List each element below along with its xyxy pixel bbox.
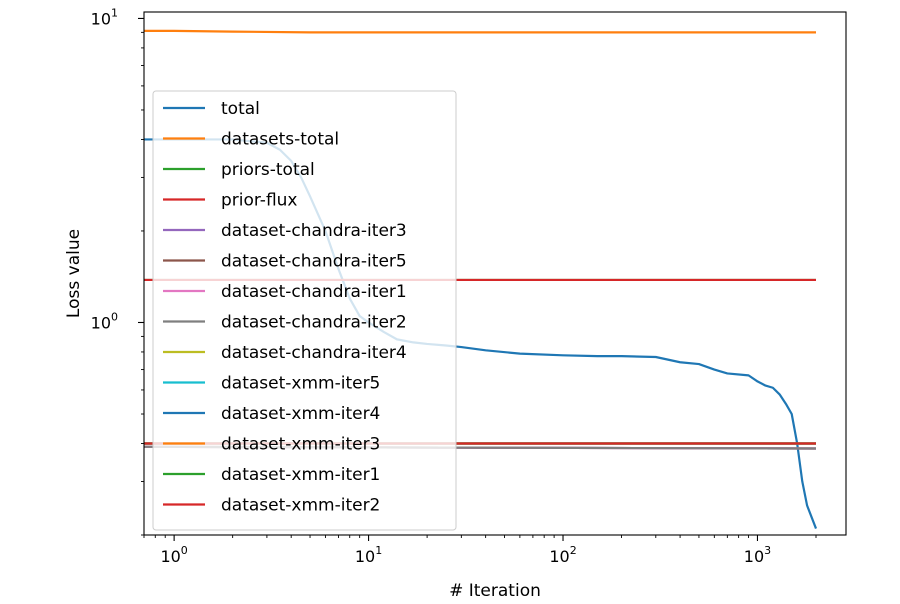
x-tick-exponent: 1	[375, 544, 382, 557]
plot-frame	[143, 11, 847, 536]
legend-entry: dataset-chandra-iter4	[221, 343, 407, 363]
legend-entry: dataset-chandra-iter2	[221, 313, 407, 333]
series-line-datasets-total	[144, 29, 816, 34]
legend-entry: dataset-xmm-iter1	[221, 465, 380, 485]
legend-entry: prior-flux	[221, 191, 297, 211]
legend-box	[152, 90, 457, 531]
x-tick-base: 10	[355, 547, 375, 566]
legend: total datasets-total priors-total prior-flu…	[152, 90, 457, 531]
x-axis-label: # Iteration	[449, 581, 541, 600]
x-tick-label: 102	[549, 544, 576, 566]
legend-entry: dataset-xmm-iter2	[221, 496, 380, 516]
legend-entry: dataset-chandra-iter1	[221, 282, 407, 302]
legend-entry: dataset-chandra-iter3	[221, 221, 407, 241]
y-axis-label: Loss value	[64, 229, 84, 318]
legend-entry: datasets-total	[221, 130, 339, 150]
y-tick-label: 101	[91, 6, 118, 28]
x-tick-base: 10	[160, 547, 180, 566]
y-tick-label: 100	[91, 310, 118, 332]
y-tick-exponent: 1	[111, 6, 118, 19]
x-tick-base: 10	[549, 547, 569, 566]
y-tick-exponent: 0	[111, 310, 118, 323]
x-tick-label: 100	[160, 544, 187, 566]
legend-entry: dataset-xmm-iter4	[221, 404, 380, 424]
x-tick-exponent: 2	[570, 544, 577, 557]
x-tick-exponent: 0	[181, 544, 188, 557]
y-tick-base: 10	[91, 9, 111, 28]
x-tick-label: 103	[744, 544, 771, 566]
legend-entry: dataset-xmm-iter5	[221, 374, 380, 394]
x-tick-exponent: 3	[764, 544, 771, 557]
legend-entry: dataset-chandra-iter5	[221, 252, 407, 272]
legend-entry: dataset-xmm-iter3	[221, 435, 380, 455]
legend-entry: total	[221, 99, 260, 119]
x-tick-base: 10	[744, 547, 764, 566]
y-tick-base: 10	[91, 313, 111, 332]
legend-entry: priors-total	[221, 160, 315, 180]
x-tick-label: 101	[355, 544, 382, 566]
